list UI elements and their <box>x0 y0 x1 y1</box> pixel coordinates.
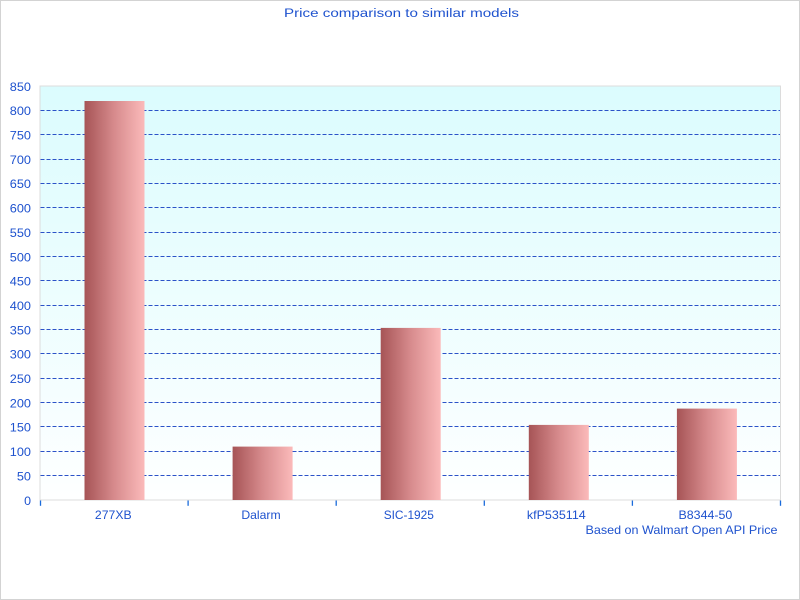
svg-text:Dalarm: Dalarm <box>241 508 280 522</box>
svg-text:200: 200 <box>10 396 32 410</box>
svg-text:SIC-1925: SIC-1925 <box>384 508 435 522</box>
svg-text:650: 650 <box>10 177 32 191</box>
svg-text:250: 250 <box>10 372 32 386</box>
svg-text:Price comparison to similar mo: Price comparison to similar models <box>284 6 519 20</box>
svg-text:550: 550 <box>10 226 32 240</box>
svg-text:300: 300 <box>10 348 32 362</box>
svg-text:800: 800 <box>10 104 32 118</box>
svg-text:50: 50 <box>17 469 31 483</box>
svg-text:750: 750 <box>10 129 32 143</box>
svg-text:B8344-50: B8344-50 <box>679 508 733 522</box>
svg-text:850: 850 <box>10 80 32 94</box>
svg-text:700: 700 <box>10 153 32 167</box>
svg-text:500: 500 <box>10 250 32 264</box>
svg-text:600: 600 <box>10 202 32 216</box>
svg-text:400: 400 <box>10 299 32 313</box>
svg-text:Based on Walmart Open API Pric: Based on Walmart Open API Price <box>586 523 778 537</box>
svg-text:150: 150 <box>10 421 32 435</box>
svg-text:350: 350 <box>10 323 32 337</box>
svg-text:100: 100 <box>10 445 32 459</box>
svg-text:450: 450 <box>10 275 32 289</box>
svg-text:kfP535114: kfP535114 <box>527 508 586 522</box>
svg-text:0: 0 <box>24 494 31 508</box>
svg-text:277XB: 277XB <box>95 508 132 522</box>
